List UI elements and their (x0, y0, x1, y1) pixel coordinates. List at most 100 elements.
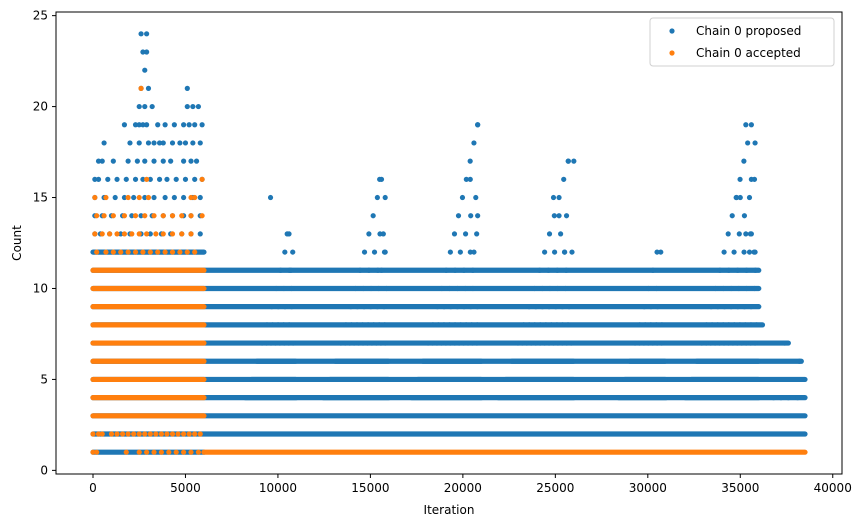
data-point (735, 304, 741, 310)
data-point (753, 322, 760, 328)
data-point (737, 322, 743, 328)
data-point (114, 176, 120, 182)
data-point (192, 176, 198, 182)
data-point (645, 340, 651, 346)
data-point (462, 231, 469, 237)
data-point (751, 285, 758, 292)
data-point (452, 340, 458, 346)
data-point (134, 158, 140, 164)
x-tick-label: 30000 (629, 481, 667, 495)
data-point (565, 322, 571, 328)
data-point (121, 213, 128, 219)
y-tick-label: 20 (33, 100, 48, 114)
data-point (158, 431, 165, 437)
data-point (267, 194, 274, 201)
data-point (741, 304, 748, 310)
data-point (566, 304, 572, 310)
data-point (715, 322, 721, 328)
data-point (632, 340, 638, 346)
data-point (526, 304, 532, 310)
data-point (653, 285, 660, 292)
data-point (186, 431, 192, 437)
data-point (470, 285, 476, 292)
data-point (136, 122, 142, 128)
data-point (646, 285, 652, 292)
data-point (357, 267, 363, 273)
data-point (752, 267, 758, 273)
data-point (721, 249, 727, 255)
data-point (264, 322, 270, 328)
data-point (743, 122, 749, 128)
data-point (155, 249, 161, 255)
data-point (528, 340, 534, 346)
data-point (359, 322, 366, 328)
data-point (127, 140, 133, 146)
data-point (199, 122, 205, 128)
data-point (463, 322, 469, 328)
data-point (465, 340, 471, 346)
data-point (546, 304, 552, 310)
data-point (785, 395, 791, 401)
data-point (425, 340, 431, 346)
data-point (142, 431, 148, 437)
data-point (168, 158, 174, 164)
data-point (550, 194, 557, 201)
data-point (551, 249, 558, 255)
y-tick-label: 25 (33, 9, 48, 23)
data-point (195, 449, 202, 455)
data-point (140, 122, 146, 128)
data-point (474, 340, 480, 346)
data-point (289, 304, 295, 310)
data-point (733, 194, 740, 201)
data-point (263, 340, 270, 346)
x-tick-label: 15000 (351, 481, 389, 495)
data-point (190, 103, 196, 110)
data-point (368, 285, 374, 292)
data-point (563, 267, 569, 273)
data-point (290, 249, 296, 255)
data-point (434, 340, 440, 346)
data-point (461, 340, 467, 346)
data-point (105, 176, 111, 182)
data-point (197, 231, 203, 237)
data-point (571, 158, 577, 164)
y-axis-label: Count (10, 225, 24, 261)
data-point (184, 103, 190, 110)
y-tick-label: 5 (40, 372, 48, 386)
data-point (375, 267, 381, 273)
data-point (447, 285, 453, 292)
data-point (181, 449, 187, 455)
data-point (259, 340, 265, 346)
data-point (737, 194, 743, 201)
data-point (728, 285, 734, 292)
data-point (565, 158, 571, 164)
data-point (188, 449, 194, 455)
data-point (429, 340, 436, 346)
data-point (554, 322, 560, 328)
data-point (275, 304, 281, 310)
data-point (160, 231, 166, 237)
data-point (147, 431, 153, 437)
y-tick-label: 15 (33, 191, 48, 205)
data-point (364, 340, 371, 346)
data-point (462, 285, 468, 292)
data-point (459, 194, 466, 201)
data-point (373, 340, 379, 346)
data-point (90, 449, 96, 455)
data-point (182, 140, 189, 146)
data-point (531, 285, 538, 292)
data-point (151, 140, 157, 146)
data-point (378, 340, 384, 346)
data-point (361, 249, 368, 255)
data-point (348, 304, 354, 310)
data-point (164, 176, 170, 182)
data-point (474, 231, 480, 237)
data-point (281, 322, 287, 328)
data-point (144, 122, 150, 128)
data-point (746, 194, 753, 201)
data-point (101, 213, 107, 219)
data-point (125, 431, 131, 437)
data-point (181, 158, 187, 164)
y-tick-label: 10 (33, 281, 48, 295)
data-point (720, 322, 726, 328)
